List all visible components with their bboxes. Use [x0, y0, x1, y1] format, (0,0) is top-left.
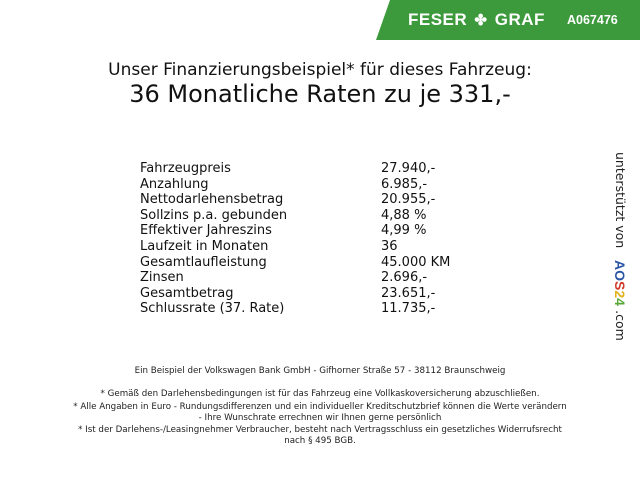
- table-row: Fahrzeugpreis 27.940,-: [140, 161, 450, 177]
- financing-table: Fahrzeugpreis 27.940,- Anzahlung 6.985,- Net…: [140, 161, 450, 317]
- row-label: Laufzeit in Monaten: [140, 238, 269, 254]
- row-label: Fahrzeugpreis: [140, 161, 231, 176]
- footnote-2a: * Alle Angaben in Euro - Rundungsdiffere…: [73, 402, 567, 412]
- footnote-2b: - Ihre Wunschrate errechnen wir Ihnen ge…: [198, 413, 442, 423]
- brand-right: GRAF: [494, 10, 545, 29]
- row-label: Nettodarlehensbetrag: [140, 192, 284, 208]
- clover-icon: ✤: [474, 12, 488, 29]
- table-row: Gesamtbetrag 23.651,-: [140, 286, 450, 302]
- row-label: Schlussrate (37. Rate): [140, 301, 285, 317]
- row-value: 4,88 %: [381, 207, 427, 223]
- row-value: 6.985,-: [381, 176, 428, 192]
- footnote-3b: nach § 495 BGB.: [284, 436, 356, 446]
- table-row: Zinsen 2.696,-: [140, 270, 450, 286]
- table-row: Anzahlung 6.985,-: [140, 177, 450, 193]
- row-value: 27.940,-: [381, 161, 436, 176]
- footnote-1: * Gemäß den Darlehensbedingungen ist für…: [100, 389, 540, 399]
- row-label: Gesamtlaufleistung: [140, 254, 267, 270]
- aos24-logo: AOS24: [612, 260, 628, 307]
- row-value: 20.955,-: [381, 192, 436, 208]
- row-value: 11.735,-: [381, 301, 436, 317]
- supported-by-text: unterstützt von: [613, 152, 628, 249]
- footnote-3a: * Ist der Darlehens-/Leasingnehmer Verbr…: [78, 425, 562, 435]
- title-line1: Unser Finanzierungsbeispiel* für dieses …: [108, 60, 532, 80]
- brand-logo: FESER ✤ GRAF: [408, 10, 545, 30]
- table-row: Laufzeit in Monaten 36: [140, 239, 450, 255]
- row-value: 45.000 KM: [381, 254, 451, 270]
- bank-info: Ein Beispiel der Volkswagen Bank GmbH - …: [134, 366, 506, 376]
- table-row: Sollzins p.a. gebunden 4,88 %: [140, 208, 450, 224]
- table-row: Gesamtlaufleistung 45.000 KM: [140, 255, 450, 271]
- row-label: Anzahlung: [140, 176, 209, 192]
- row-label: Sollzins p.a. gebunden: [140, 207, 288, 223]
- row-value: 36: [381, 238, 398, 254]
- brand-left: FESER: [408, 10, 468, 29]
- title-line2: 36 Monatliche Raten zu je 331,-: [129, 80, 511, 108]
- header-banner: [376, 0, 640, 40]
- row-label: Gesamtbetrag: [140, 285, 234, 301]
- row-value: 4,99 %: [381, 223, 427, 239]
- vehicle-code: A067476: [567, 13, 618, 27]
- table-row: Schlussrate (37. Rate) 11.735,-: [140, 301, 450, 317]
- supported-by: unterstützt von AOS24 .com: [612, 152, 628, 341]
- row-value: 23.651,-: [381, 285, 436, 301]
- table-row: Nettodarlehensbetrag 20.955,-: [140, 192, 450, 208]
- row-value: 2.696,-: [381, 270, 428, 286]
- table-row: Effektiver Jahreszins 4,99 %: [140, 223, 450, 239]
- supported-by-domain: .com: [613, 310, 628, 341]
- row-label: Zinsen: [140, 270, 184, 286]
- row-label: Effektiver Jahreszins: [140, 223, 272, 239]
